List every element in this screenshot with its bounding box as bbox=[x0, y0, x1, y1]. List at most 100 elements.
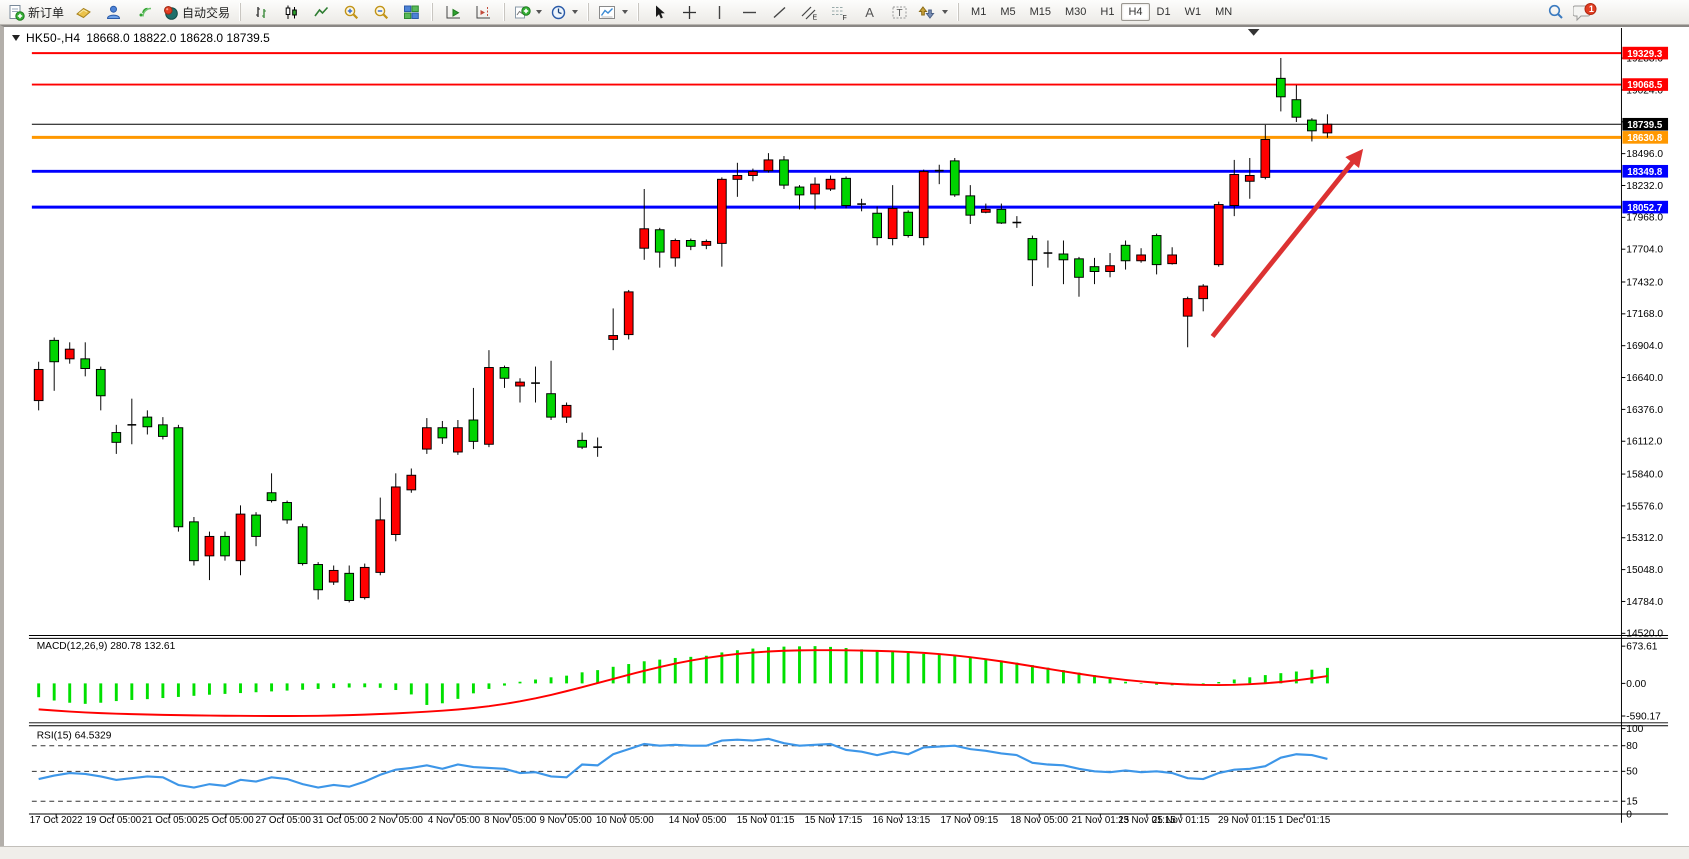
chart-title-row: HK50-,H4 18668.0 18822.0 18628.0 18739.5 bbox=[12, 31, 270, 45]
candle-chart-mode-button[interactable] bbox=[276, 1, 306, 24]
rsi-line bbox=[38, 737, 1328, 789]
timeframe-w1[interactable]: W1 bbox=[1184, 6, 1202, 18]
candle bbox=[872, 212, 882, 239]
auto-scroll-button[interactable] bbox=[438, 1, 468, 24]
arrows-tool-button[interactable] bbox=[914, 1, 952, 24]
trendline-tool-button[interactable] bbox=[764, 1, 794, 24]
chart-shift-marker[interactable] bbox=[1247, 28, 1260, 36]
candle bbox=[297, 526, 308, 565]
crosshair-tool-button[interactable] bbox=[674, 1, 704, 24]
cursor-tool-button[interactable] bbox=[644, 1, 674, 24]
time-label: 17 Nov 09:15 bbox=[941, 815, 999, 826]
periods-button[interactable] bbox=[546, 1, 582, 24]
gold-icon bbox=[75, 7, 91, 18]
deposit-button[interactable] bbox=[68, 1, 98, 24]
candle bbox=[825, 178, 836, 190]
candle bbox=[344, 572, 355, 601]
candle bbox=[33, 368, 44, 402]
svg-text:16376.0: 16376.0 bbox=[1626, 405, 1663, 416]
svg-text:16904.0: 16904.0 bbox=[1626, 341, 1663, 352]
channel-tool-button[interactable]: E bbox=[794, 1, 824, 24]
svg-text:16640.0: 16640.0 bbox=[1626, 373, 1663, 384]
rsi-panel: RSI(15) 64.5329 100 80 50 150 bbox=[31, 724, 1644, 820]
timeframe-m30[interactable]: M30 bbox=[1065, 6, 1087, 18]
templates-button[interactable] bbox=[594, 1, 632, 24]
timeframe-mn[interactable]: MN bbox=[1215, 6, 1233, 18]
timeframe-h1[interactable]: H1 bbox=[1100, 6, 1115, 18]
trendline-icon bbox=[773, 6, 786, 18]
svg-text:19068.5: 19068.5 bbox=[1627, 80, 1663, 91]
candle bbox=[189, 521, 199, 562]
person-icon bbox=[106, 5, 120, 19]
svg-text:15048.0: 15048.0 bbox=[1626, 565, 1663, 576]
notifications-icon[interactable]: 1 bbox=[1573, 2, 1597, 22]
candle bbox=[561, 404, 572, 418]
community-button[interactable] bbox=[98, 1, 128, 24]
time-label: 14 Nov 05:00 bbox=[669, 815, 727, 826]
candle bbox=[1198, 285, 1209, 300]
line-chart-mode-button[interactable] bbox=[306, 1, 336, 24]
trend-arrow[interactable] bbox=[1210, 148, 1364, 339]
candle bbox=[1167, 254, 1177, 265]
line-chart-icon bbox=[313, 6, 328, 16]
vertical-line-tool-button[interactable] bbox=[704, 1, 734, 24]
time-label: 2 Nov 05:00 bbox=[371, 815, 424, 826]
horizontal-line-tool-button[interactable] bbox=[734, 1, 764, 24]
candle bbox=[1105, 265, 1115, 272]
tile-windows-button[interactable] bbox=[396, 1, 426, 24]
zoom-in-button[interactable] bbox=[336, 1, 366, 24]
time-label: 17 Oct 2022 bbox=[30, 815, 83, 826]
text-label-tool-button[interactable]: T bbox=[884, 1, 914, 24]
arrows-dropdown-caret bbox=[942, 10, 949, 14]
new-chart-icon bbox=[515, 5, 531, 18]
candle bbox=[235, 513, 246, 562]
candle bbox=[1027, 238, 1038, 261]
price-badges: 19329.3 19068.5 18739.5 18630.8 18349.8 18052… bbox=[1622, 46, 1669, 214]
status-bar bbox=[0, 846, 1689, 859]
autotrading-icon bbox=[164, 5, 178, 20]
timeframe-m15[interactable]: M15 bbox=[1029, 6, 1051, 18]
new-chart-button[interactable] bbox=[510, 1, 546, 24]
candles-series bbox=[33, 57, 1333, 603]
signal-waves-icon bbox=[139, 7, 151, 17]
signals-button[interactable] bbox=[128, 1, 158, 24]
toolbar-separator bbox=[587, 3, 590, 21]
timeframe-m5[interactable]: M5 bbox=[1000, 6, 1016, 18]
zoom-out-button[interactable] bbox=[366, 1, 396, 24]
timeframe-d1[interactable]: D1 bbox=[1156, 6, 1171, 18]
candle bbox=[577, 439, 587, 448]
bar-chart-mode-button[interactable] bbox=[246, 1, 276, 24]
candle bbox=[546, 393, 556, 418]
timeframe-m1[interactable]: M1 bbox=[971, 6, 987, 18]
svg-text:50: 50 bbox=[1626, 767, 1638, 778]
svg-text:17704.0: 17704.0 bbox=[1626, 245, 1663, 256]
horizontal-line-icon bbox=[742, 11, 756, 13]
timeframe-h4[interactable]: H4 bbox=[1121, 3, 1150, 21]
text-tool-button[interactable]: A bbox=[854, 1, 884, 24]
search-icon[interactable] bbox=[1547, 3, 1565, 21]
new-order-icon bbox=[9, 4, 25, 21]
fibonacci-tool-button[interactable]: F bbox=[824, 1, 854, 24]
chart-collapse-icon[interactable] bbox=[12, 35, 20, 41]
autotrading-button[interactable]: 自动交易 bbox=[158, 1, 234, 24]
time-axis[interactable]: 17 Oct 2022 19 Oct 05:00 21 Oct 05:00 25 Oc… bbox=[30, 814, 1331, 826]
time-label: 25 Nov 01:15 bbox=[1152, 815, 1210, 826]
template-icon bbox=[599, 5, 616, 19]
macd-signal-line bbox=[38, 649, 1328, 717]
horizontal-lines[interactable] bbox=[31, 52, 1622, 209]
svg-text:15312.0: 15312.0 bbox=[1626, 533, 1663, 544]
price-badge bbox=[1622, 200, 1669, 214]
toolbar-right-group: 1 bbox=[1547, 2, 1689, 22]
candle bbox=[810, 183, 820, 195]
chart-canvas[interactable]: 19288.019024.018760.018496.018232.017968… bbox=[4, 27, 1689, 848]
chart-shift-button[interactable] bbox=[468, 1, 498, 24]
candle bbox=[1213, 204, 1224, 266]
candle bbox=[390, 486, 401, 535]
candle bbox=[794, 186, 805, 196]
candle bbox=[1322, 123, 1333, 134]
svg-text:18739.5: 18739.5 bbox=[1627, 120, 1663, 131]
new-order-button[interactable]: 新订单 bbox=[4, 1, 68, 24]
notification-count: 1 bbox=[1589, 4, 1594, 14]
time-label: 18 Nov 05:00 bbox=[1010, 815, 1068, 826]
candle bbox=[64, 348, 75, 360]
